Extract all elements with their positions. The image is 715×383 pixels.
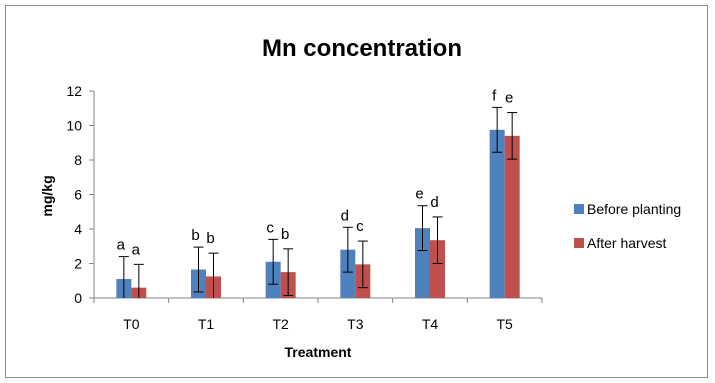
legend-swatch (574, 204, 584, 214)
chart-title: Mn concentration (262, 35, 462, 62)
y-tick-label: 4 (74, 221, 82, 237)
bar-after-harvest-t5 (504, 135, 520, 298)
significance-letter: a (117, 237, 126, 254)
y-tick-label: 2 (74, 256, 82, 272)
significance-letter: b (206, 230, 214, 247)
significance-letter: e (505, 90, 513, 107)
y-tick-label: 6 (74, 187, 82, 203)
chart-area (5, 5, 708, 378)
x-axis-title: Treatment (285, 344, 352, 360)
bar-before-planting-t4 (415, 228, 430, 298)
x-tick-label: T4 (422, 316, 439, 332)
y-axis-title: mg/kg (39, 175, 55, 216)
significance-letter: f (492, 87, 497, 104)
significance-letter: d (341, 207, 349, 224)
significance-letter: c (356, 218, 364, 235)
y-tick-label: 10 (66, 118, 82, 134)
x-tick-label: T1 (198, 316, 215, 332)
legend-label: Before planting (587, 201, 681, 217)
x-tick-label: T2 (272, 316, 289, 332)
significance-letter: a (132, 241, 141, 258)
bar-after-harvest-t4 (430, 240, 445, 298)
y-tick-label: 12 (66, 83, 82, 99)
x-tick-label: T5 (496, 316, 513, 332)
legend-label: After harvest (587, 235, 666, 251)
significance-letter: b (281, 226, 289, 243)
bar-before-planting-t5 (489, 129, 505, 298)
x-tick-label: T3 (347, 316, 364, 332)
y-tick-label: 0 (74, 290, 82, 306)
significance-letter: d (430, 194, 438, 211)
significance-letter: b (191, 227, 199, 244)
legend-swatch (574, 238, 584, 248)
bar-before-planting-t3 (340, 249, 356, 298)
significance-letter: e (415, 186, 423, 203)
y-tick-label: 8 (74, 152, 82, 168)
x-tick-label: T0 (123, 316, 140, 332)
significance-letter: c (266, 219, 274, 236)
